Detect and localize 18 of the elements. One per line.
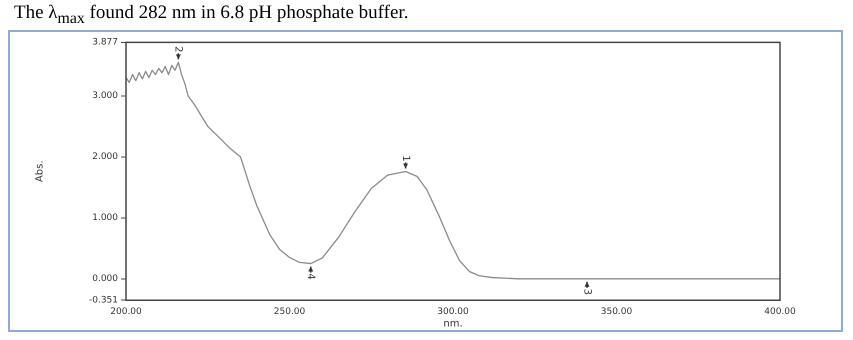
y-tick-label: 0.000 <box>92 274 118 284</box>
y-tick-label: 1.000 <box>92 213 118 224</box>
x-tick-label: 400.00 <box>764 306 796 317</box>
x-axis-title: nm. <box>443 318 463 330</box>
x-tick-label: 300.00 <box>437 306 470 317</box>
x-tick-label: 350.00 <box>600 306 633 317</box>
y-tick-label: 2.000 <box>92 152 118 162</box>
annotation: 1 <box>400 155 411 162</box>
y-tick-label: -0.351 <box>88 296 118 306</box>
x-tick-label: 250.00 <box>274 306 306 317</box>
y-tick-label: 3.877 <box>92 38 118 48</box>
x-tick-label: 200.00 <box>110 306 142 317</box>
y-tick-label: 3.000 <box>92 91 118 102</box>
annotation: 3 <box>581 288 592 295</box>
annotation: 4 <box>305 273 316 280</box>
y-axis-title: Abs. <box>34 160 46 182</box>
chart-title: The λ$_{max}$ found 282 nm in 6.8 pH phosphate buffer. <box>13 1 410 28</box>
annotation: 2 <box>172 46 184 53</box>
